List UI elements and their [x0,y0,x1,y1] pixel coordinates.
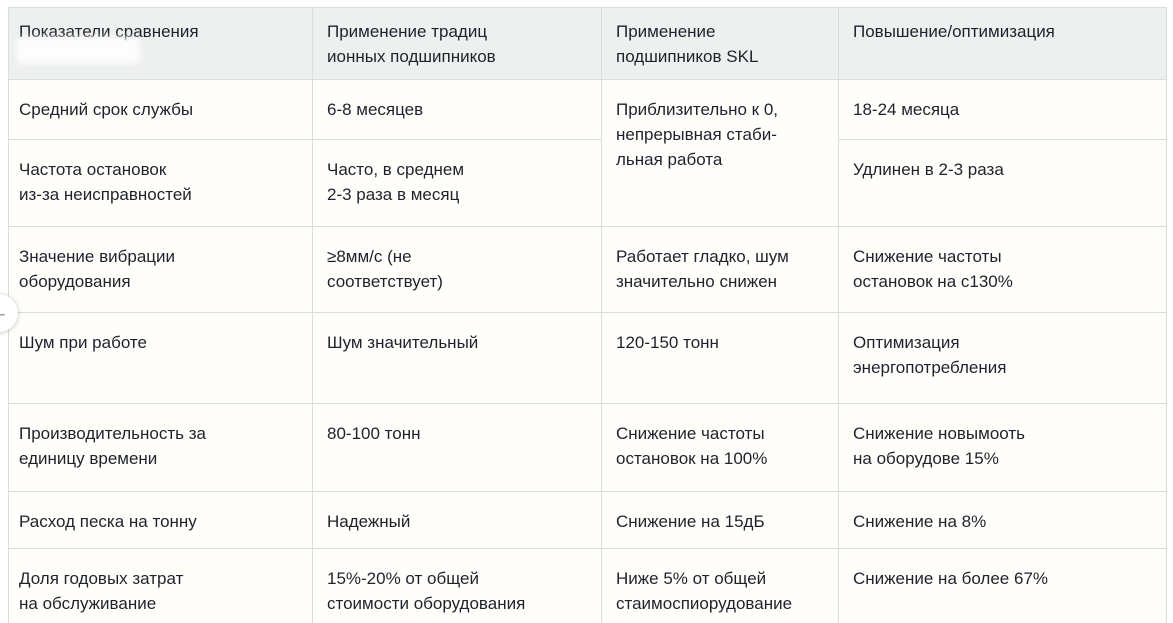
table-cell: 15%-20% от общей стоимости оборудования [312,548,602,623]
table-cell: Надежный [312,491,602,549]
table-row: Значение вибрации оборудования ≥8мм/с (н… [8,226,1167,313]
table-cell: Снижение частоты остановок на с130% [838,226,1167,313]
table-row: Расход песка на тонну Надежный Снижение … [8,491,1167,549]
table-cell: Расход песка на тонну [8,491,313,549]
table-cell: Производительность за единицу времени [8,403,313,492]
column-header-skl-bearings: Применение подшипников SKL [601,7,839,80]
left-arrow-icon: ← [0,302,9,324]
table-cell: 80-100 тонн [312,403,602,492]
table-cell: Снижение новымооть на оборудове 15% [838,403,1167,492]
table-row: Доля годовых затрат на обслуживание 15%-… [8,548,1167,623]
table-row: Частота остановок из-за неисправностей Ч… [8,139,1167,227]
table-row: Средний срок службы 6-8 месяцев Приблизи… [8,79,1167,227]
table-cell: Работает гладко, шум значительно снижен [601,226,839,313]
table-cell: Удлинен в 2-3 раза [838,139,1167,227]
column-header-improvement: Повышение/оптимизация [838,7,1167,80]
table-cell-merged: Приблизительно к 0, непрерывная стаби- л… [601,79,839,227]
header-row: Показатели сравнения Применение традиц и… [8,7,1167,80]
table-cell: Снижение на более 67% [838,548,1167,623]
column-header-traditional-bearings: Применение традиц ионных подшипников [312,7,602,80]
table-cell: Значение вибрации оборудования [8,226,313,313]
table-cell: 120-150 тонн [601,312,839,404]
table-cell: Снижение на 8% [838,491,1167,549]
table-cell: 6-8 месяцев [312,79,602,140]
table-cell: Снижение на 15дБ [601,491,839,549]
table-cell: Средний срок службы [8,79,313,140]
column-header-indicators: Показатели сравнения [8,7,313,80]
table-row: Производительность за единицу времени 80… [8,403,1167,492]
table-cell: Оптимизация энергопотребления [838,312,1167,404]
table-cell: Доля годовых затрат на обслуживание [8,548,313,623]
table-cell: Снижение частоты остановок на 100% [601,403,839,492]
table-row: Шум при работе Шум значительный 120-150 … [8,312,1167,404]
table-cell: Шум при работе [8,312,313,404]
table-cell: 18-24 месяца [838,79,1167,140]
table-cell: Ниже 5% от общей стаимоспиорудование [601,548,839,623]
comparison-table: Показатели сравнения Применение традиц и… [8,7,1167,623]
back-button[interactable]: ← [0,294,18,332]
table-cell: ≥8мм/с (не соответствует) [312,226,602,313]
table-cell: Частота остановок из-за неисправностей [8,139,313,227]
table-cell: Часто, в среднем 2-3 раза в месяц [312,139,602,227]
table-cell: Шум значительный [312,312,602,404]
